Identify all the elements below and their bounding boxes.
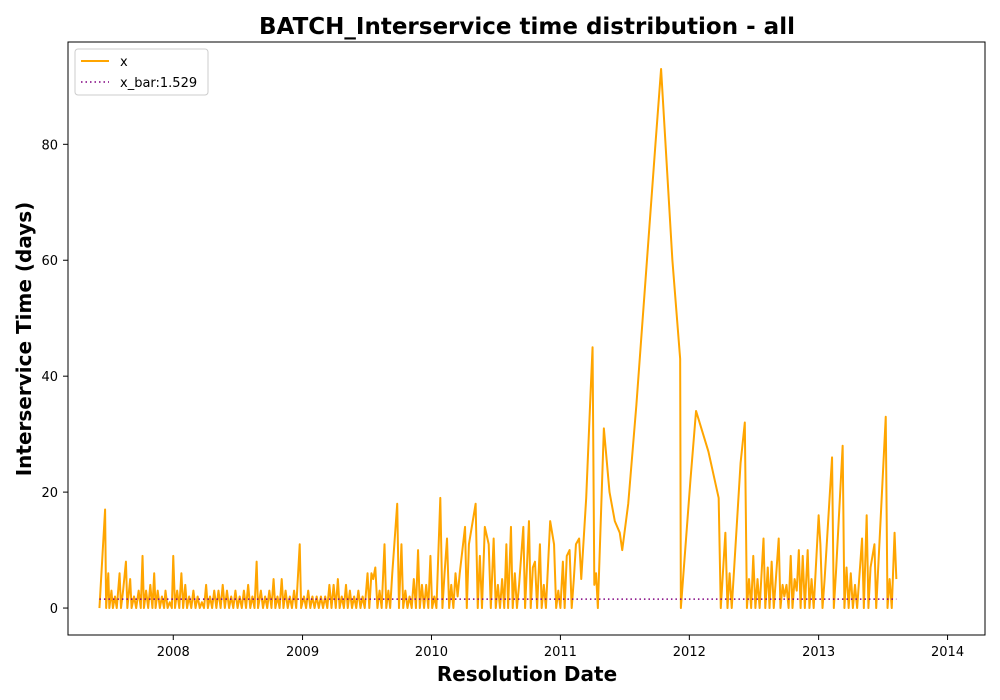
y-axis: 0 20 40 60 80 xyxy=(41,138,68,617)
series-layer xyxy=(98,67,898,610)
y-tick-label: 40 xyxy=(41,370,58,385)
y-tick-label: 0 xyxy=(50,602,58,617)
x-tick-label: 2012 xyxy=(673,645,706,660)
x-axis-label: Resolution Date xyxy=(437,662,617,686)
x-axis: 2008 2009 2010 2011 2012 2013 2014 xyxy=(157,635,964,660)
legend-label-x-bar: x_bar:1.529 xyxy=(120,76,197,91)
y-tick-label: 20 xyxy=(41,486,58,501)
x-tick-label: 2011 xyxy=(544,645,577,660)
series-line-x xyxy=(98,67,898,610)
x-tick-label: 2010 xyxy=(415,645,448,660)
legend: x x_bar:1.529 xyxy=(74,48,209,96)
x-tick-label: 2008 xyxy=(157,645,190,660)
legend-label-x: x xyxy=(120,55,128,70)
y-axis-label: Interservice Time (days) xyxy=(12,202,36,477)
y-tick-label: 60 xyxy=(41,254,58,269)
chart-title: BATCH_Interservice time distribution - a… xyxy=(259,14,795,40)
plot-area-frame xyxy=(67,41,986,636)
y-tick-label: 80 xyxy=(41,138,58,153)
x-tick-label: 2013 xyxy=(802,645,835,660)
x-tick-label: 2009 xyxy=(286,645,319,660)
x-tick-label: 2014 xyxy=(931,645,964,660)
